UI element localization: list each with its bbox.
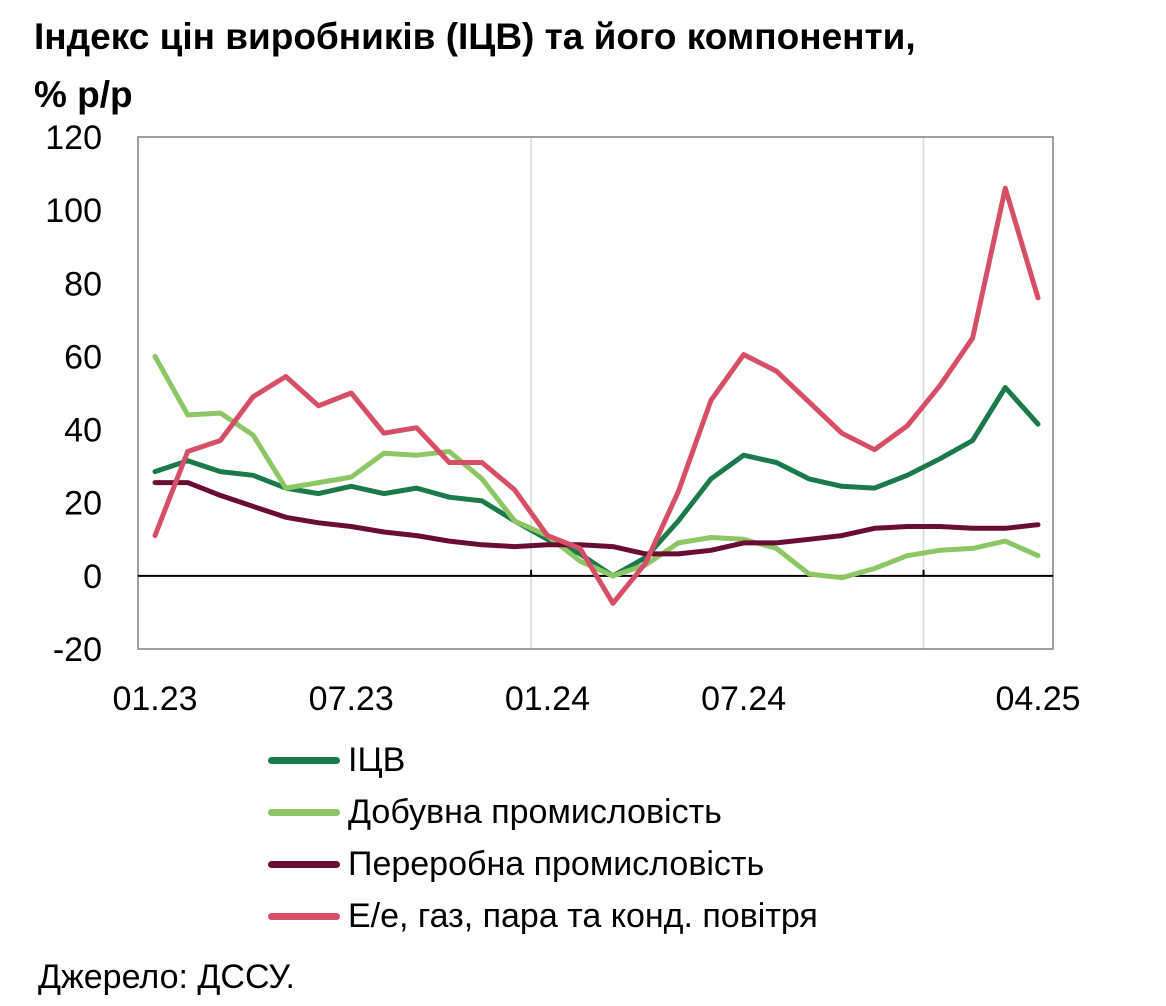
legend-swatch — [268, 756, 340, 764]
legend-item-3: Переробна промисловість — [268, 838, 818, 890]
x-tick-label: 07.24 — [701, 680, 786, 718]
legend-label: ІЦВ — [348, 740, 406, 779]
legend-item-1: ІЦВ — [268, 734, 818, 786]
legend-swatch — [268, 912, 340, 920]
y-tick-label: -20 — [53, 631, 102, 669]
x-tick-label: 01.23 — [112, 680, 197, 718]
chart-title-line-2: % р/р — [34, 74, 133, 115]
x-tick-label: 07.23 — [309, 680, 394, 718]
chart-legend: ІЦВ Добувна промисловість Переробна промис… — [268, 734, 818, 942]
y-tick-label: 60 — [64, 338, 102, 376]
chart-title: Індекс цін виробників (ІЦВ) та його комп… — [34, 8, 1154, 124]
y-tick-label: 20 — [64, 485, 102, 523]
series-line-1 — [152, 385, 1041, 579]
legend-label: Добувна промисловість — [348, 792, 722, 831]
y-tick-label: 120 — [45, 119, 102, 157]
series-line-4 — [152, 185, 1041, 606]
y-tick-label: 100 — [45, 192, 102, 230]
series-line-2 — [152, 353, 1041, 581]
chart-title-line-1: Індекс цін виробників (ІЦВ) та його комп… — [34, 16, 916, 57]
plot-area-frame — [137, 136, 1054, 650]
y-tick-label: 0 — [83, 558, 102, 596]
legend-label: Е/е, газ, пара та конд. повітря — [348, 896, 818, 935]
y-tick-label: 40 — [64, 412, 102, 450]
x-tick-label: 04.25 — [995, 680, 1080, 718]
legend-item-2: Добувна промисловість — [268, 786, 818, 838]
legend-label: Переробна промисловість — [348, 844, 765, 883]
series-line-3 — [152, 480, 1041, 557]
y-tick-label: 80 — [64, 265, 102, 303]
legend-swatch — [268, 860, 340, 868]
legend-item-4: Е/е, газ, пара та конд. повітря — [268, 890, 818, 942]
source-note: Джерело: ДССУ. — [38, 958, 295, 996]
legend-swatch — [268, 808, 340, 816]
x-tick-label: 01.24 — [505, 680, 590, 718]
